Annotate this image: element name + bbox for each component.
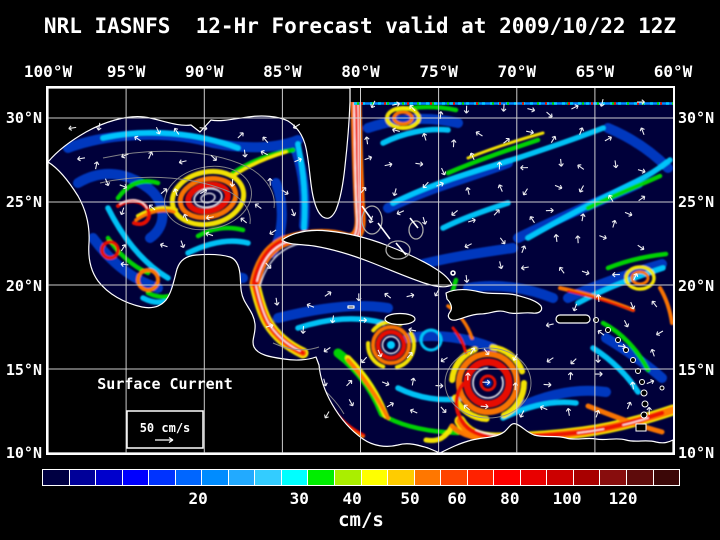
- page-title: NRL IASNFS 12-Hr Forecast valid at 2009/…: [43, 14, 677, 38]
- lon-label: 80°W: [341, 62, 380, 81]
- lon-label: 70°W: [497, 62, 537, 81]
- colorbar-segment: [547, 470, 574, 485]
- bahamas-banks: [361, 205, 456, 276]
- lon-label: 90°W: [184, 62, 224, 81]
- scale-box: [126, 410, 204, 449]
- colorbar-ticks: 20 30 40 50 60 80 100 120: [43, 489, 679, 509]
- colorbar-segment: [388, 470, 415, 485]
- lat-label: 15°N: [5, 361, 42, 379]
- colorbar-segment: [335, 470, 362, 485]
- lat-label: 25°N: [5, 193, 42, 211]
- colorbar-tick: 20: [188, 489, 208, 508]
- colorbar-segment: [255, 470, 282, 485]
- colorbar-segment: [573, 470, 601, 485]
- lat-label: 25°N: [678, 193, 715, 211]
- graticule: [48, 88, 673, 453]
- colorbar-segment: [281, 470, 309, 485]
- land-south-america: [439, 423, 674, 454]
- colorbar-segment: [228, 470, 256, 485]
- colorbar-tick: 120: [608, 489, 638, 508]
- lon-label: 85°W: [263, 62, 302, 81]
- scale-arrow-icon: [155, 436, 174, 444]
- colorbar-segment: [202, 470, 229, 485]
- colorbar-segment: [175, 470, 203, 485]
- colorbar-tick: 40: [342, 489, 362, 508]
- land-trinidad: [635, 423, 647, 432]
- colorbar-tick: 30: [289, 489, 309, 508]
- colorbar-segment: [467, 470, 495, 485]
- lon-label: 65°W: [575, 62, 615, 81]
- colorbar-segment: [69, 470, 97, 485]
- lat-label: 10°N: [678, 444, 715, 462]
- land-top-right: [350, 88, 673, 102]
- lon-label: 75°W: [419, 62, 458, 81]
- land-us-florida: [47, 87, 351, 219]
- surface-current-map: Surface Current 50 cm/s: [47, 87, 679, 454]
- surface-current-label: Surface Current: [97, 375, 232, 393]
- colorbar-segment: [520, 470, 548, 485]
- current-vector-arrows: [68, 98, 664, 419]
- land-puertorico: [555, 314, 591, 324]
- lat-label: 30°N: [678, 109, 715, 127]
- colorbar-segment: [122, 470, 150, 485]
- colorbar-segment: [653, 470, 680, 485]
- lat-label: 15°N: [678, 361, 715, 379]
- colorbar-segment: [600, 470, 628, 485]
- colorbar-unit: cm/s: [338, 509, 384, 531]
- colorbar-segment: [43, 470, 70, 485]
- colorbar-segment: [414, 470, 442, 485]
- colorbar-segment: [308, 470, 336, 485]
- lat-label: 20°N: [5, 277, 42, 295]
- colorbar-tick: 60: [447, 489, 467, 508]
- colorbar-segment: [494, 470, 521, 485]
- colorbar-segment: [627, 470, 654, 485]
- colorbar-segment: [149, 470, 176, 485]
- map-annotations: Surface Current 50 cm/s: [97, 375, 233, 449]
- colorbar-segment: [96, 470, 123, 485]
- land-cayman: [347, 305, 355, 309]
- landmasses: [47, 87, 674, 454]
- map-frame: Surface Current 50 cm/s: [46, 86, 679, 455]
- colorbar: [42, 469, 680, 486]
- colorbar-segment: [361, 470, 389, 485]
- lon-label: 95°W: [106, 62, 146, 81]
- lon-label: 60°W: [653, 62, 693, 81]
- colorbar-tick: 100: [552, 489, 582, 508]
- land-jamaica: [384, 312, 416, 326]
- ssh-contours: [99, 150, 532, 419]
- colorbar-tick: 50: [400, 489, 420, 508]
- scale-box-label: 50 cm/s: [140, 421, 191, 435]
- lesser-antilles-islands: [593, 317, 665, 432]
- lon-label: 100°W: [23, 62, 73, 81]
- lat-label: 20°N: [678, 277, 715, 295]
- lat-label: 10°N: [5, 444, 42, 462]
- colorbar-tick: 80: [500, 489, 520, 508]
- lat-label: 30°N: [5, 109, 42, 127]
- colorbar-segment: [441, 470, 468, 485]
- land-mexico-centralamerica: [47, 161, 441, 454]
